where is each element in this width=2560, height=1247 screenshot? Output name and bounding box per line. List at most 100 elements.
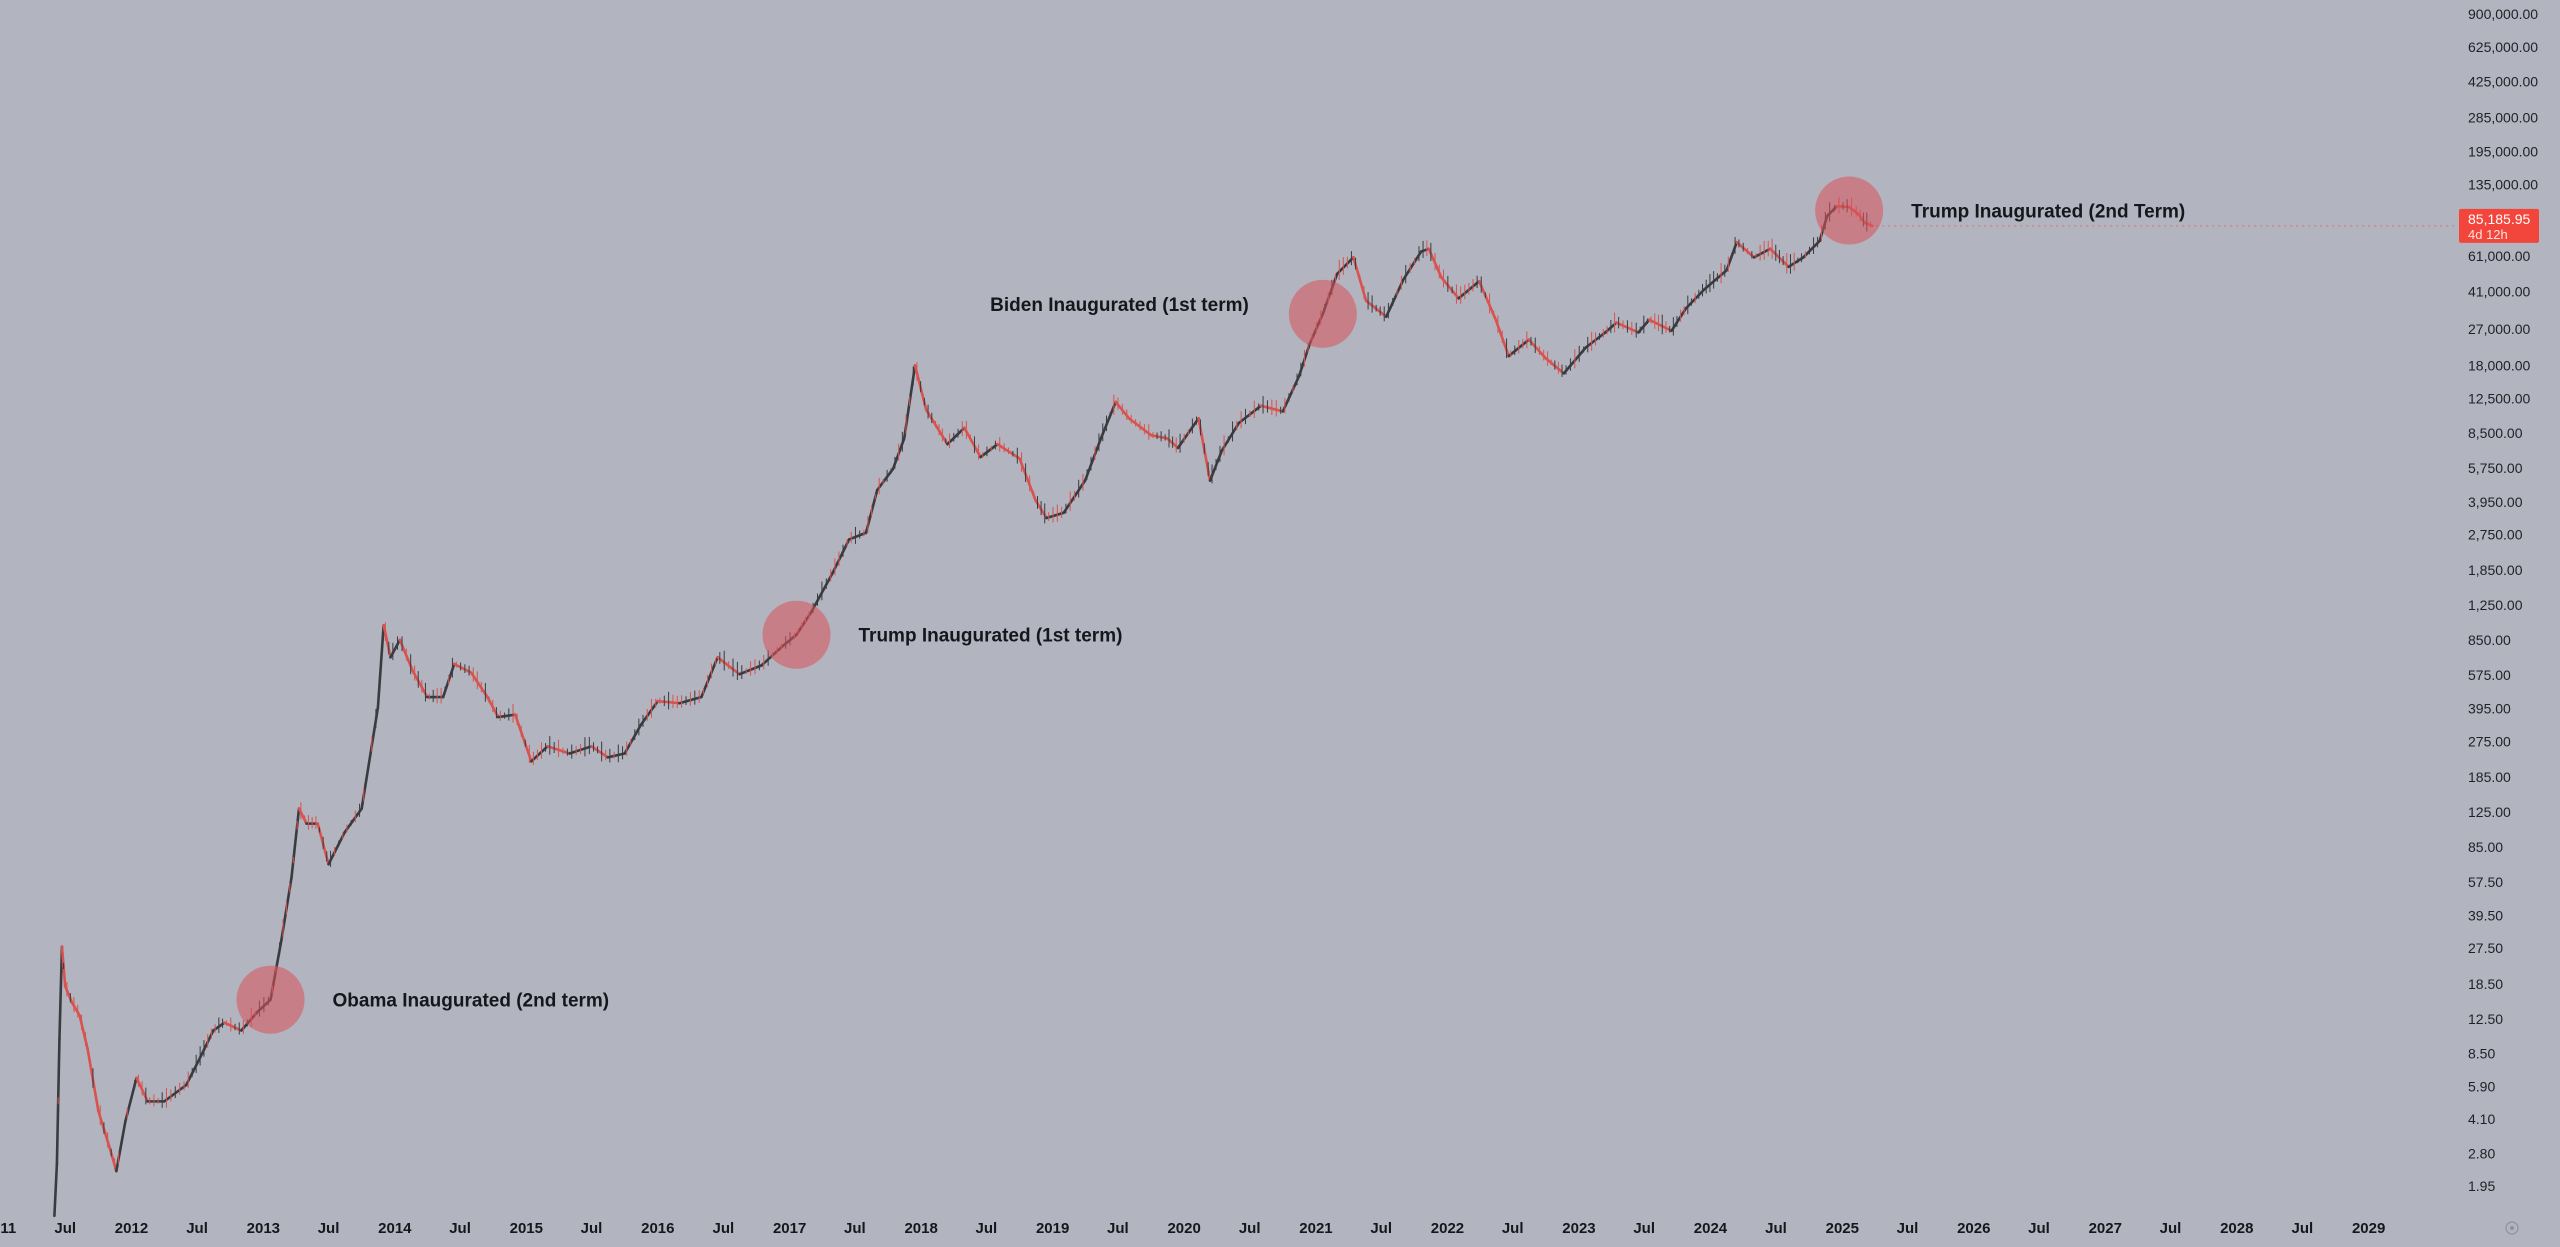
price-segment	[452, 662, 473, 674]
time-tick-label: Jul	[976, 1220, 998, 1237]
time-tick-label: Jul	[1239, 1220, 1261, 1237]
price-segment	[1402, 250, 1423, 281]
time-tick-label: 2018	[904, 1220, 937, 1237]
price-segment	[963, 426, 982, 459]
last-price-value: 85,185.95	[2468, 211, 2530, 227]
price-segment	[1735, 240, 1756, 259]
price-segment	[1787, 256, 1805, 269]
time-tick-label: Jul	[1633, 1220, 1655, 1237]
price-tick-label: 27.50	[2468, 940, 2503, 956]
price-segment	[831, 538, 851, 574]
price-segment	[108, 1145, 118, 1173]
price-tick-label: 285,000.00	[2468, 109, 2538, 125]
inauguration-label: Obama Inaugurated (2nd term)	[333, 991, 610, 1012]
price-tick-label: 425,000.00	[2468, 73, 2538, 89]
inauguration-label: Trump Inaugurated (2nd Term)	[1911, 202, 2185, 223]
price-segment	[590, 745, 610, 759]
price-tick-label: 12.50	[2468, 1011, 2503, 1027]
inauguration-marker[interactable]	[762, 600, 831, 669]
settings-icon[interactable]	[2505, 1221, 2519, 1235]
time-tick-label: Jul	[581, 1220, 603, 1237]
last-price-box	[2459, 208, 2539, 243]
price-tick-label: 8.50	[2468, 1046, 2495, 1062]
time-tick-label: 2016	[641, 1220, 674, 1237]
price-segment	[623, 723, 643, 755]
price-segment	[382, 623, 392, 659]
price-tick-label: 2.80	[2468, 1145, 2495, 1161]
time-tick-label: 2029	[2352, 1220, 2385, 1237]
time-tick-label: Jul	[2160, 1220, 2182, 1237]
price-segment	[1083, 437, 1103, 482]
price-segment	[1670, 307, 1688, 333]
time-tick-label: Jul	[713, 1220, 735, 1237]
price-segment	[297, 807, 308, 825]
time-tick-label: 2025	[1826, 1220, 1859, 1237]
time-tick-label: Jul	[318, 1220, 340, 1237]
price-tick-label: 41,000.00	[2468, 284, 2530, 300]
price-segment	[1281, 374, 1301, 413]
time-tick-label: 2024	[1694, 1220, 1728, 1237]
price-segment	[1099, 400, 1117, 440]
price-tick-label: 185.00	[2468, 769, 2511, 785]
time-tick-label: Jul	[844, 1220, 866, 1237]
inauguration-marker[interactable]	[236, 965, 305, 1034]
price-tick-label: 1,850.00	[2468, 562, 2523, 578]
price-segment	[389, 638, 402, 659]
price-tick-label: 5,750.00	[2468, 460, 2523, 476]
price-segment	[1419, 247, 1431, 253]
price-segment	[63, 984, 74, 1004]
price-segment	[115, 1120, 127, 1173]
time-tick-label: 2011	[0, 1220, 16, 1237]
price-tick-label: 195,000.00	[2468, 143, 2538, 159]
price-tick-label: 125.00	[2468, 804, 2511, 820]
price-segment	[700, 656, 719, 699]
time-tick-label: 2021	[1299, 1220, 1332, 1237]
inauguration-markers: Obama Inaugurated (2nd term) Trump Inaugu…	[236, 176, 2185, 1034]
time-axis[interactable]: 2011 Jul 2012 Jul 2013 Jul 2014 Jul 2015 Jul 2016 J…	[0, 1220, 2385, 1237]
price-tick-label: 1,250.00	[2468, 597, 2523, 613]
time-tick-label: 2020	[1167, 1220, 1200, 1237]
inauguration-marker[interactable]	[1288, 279, 1357, 348]
price-tick-label: 8,500.00	[2468, 425, 2523, 441]
price-tick-label: 395.00	[2468, 701, 2511, 717]
price-segment	[1018, 457, 1038, 502]
price-tick-label: 275.00	[2468, 733, 2511, 749]
price-axis[interactable]: 900,000.00 625,000.00 425,000.00 285,000.00…	[2468, 6, 2538, 1194]
bar-countdown: 4d 12h	[2468, 227, 2508, 242]
time-tick-label: Jul	[1370, 1220, 1392, 1237]
price-tick-label: 3,950.00	[2468, 494, 2523, 510]
price-segment	[70, 1001, 81, 1017]
time-tick-label: 2017	[773, 1220, 806, 1237]
price-segment	[1149, 433, 1169, 440]
inauguration-marker[interactable]	[1815, 176, 1884, 245]
price-tick-label: 39.50	[2468, 908, 2503, 924]
price-segment	[1335, 256, 1355, 276]
time-tick-label: Jul	[2291, 1220, 2313, 1237]
price-segment	[1802, 239, 1821, 259]
time-tick-label: Jul	[1107, 1220, 1129, 1237]
price-tick-label: 1.95	[2468, 1178, 2495, 1194]
price-tick-label: 18.50	[2468, 976, 2503, 992]
price-segment	[1384, 277, 1405, 318]
price-segment	[530, 745, 549, 763]
price-segment	[327, 830, 347, 866]
price-tick-label: 57.50	[2468, 874, 2503, 890]
price-segment	[1477, 279, 1498, 321]
price-segment	[1440, 276, 1460, 300]
price-tick-label: 12,500.00	[2468, 390, 2530, 406]
price-tick-label: 135,000.00	[2468, 176, 2538, 192]
price-segment	[1527, 338, 1548, 360]
time-tick-label: Jul	[1502, 1220, 1524, 1237]
price-segment	[1045, 511, 1066, 520]
time-tick-label: Jul	[2028, 1220, 2050, 1237]
price-segment	[847, 531, 868, 541]
inauguration-label: Biden Inaugurated (1st term)	[990, 295, 1249, 316]
price-segment	[184, 1052, 204, 1087]
price-segment	[513, 713, 533, 763]
time-tick-label: 2015	[510, 1220, 543, 1237]
price-segment	[469, 671, 489, 699]
price-tick-label: 5.90	[2468, 1079, 2495, 1095]
time-tick-label: Jul	[54, 1220, 76, 1237]
